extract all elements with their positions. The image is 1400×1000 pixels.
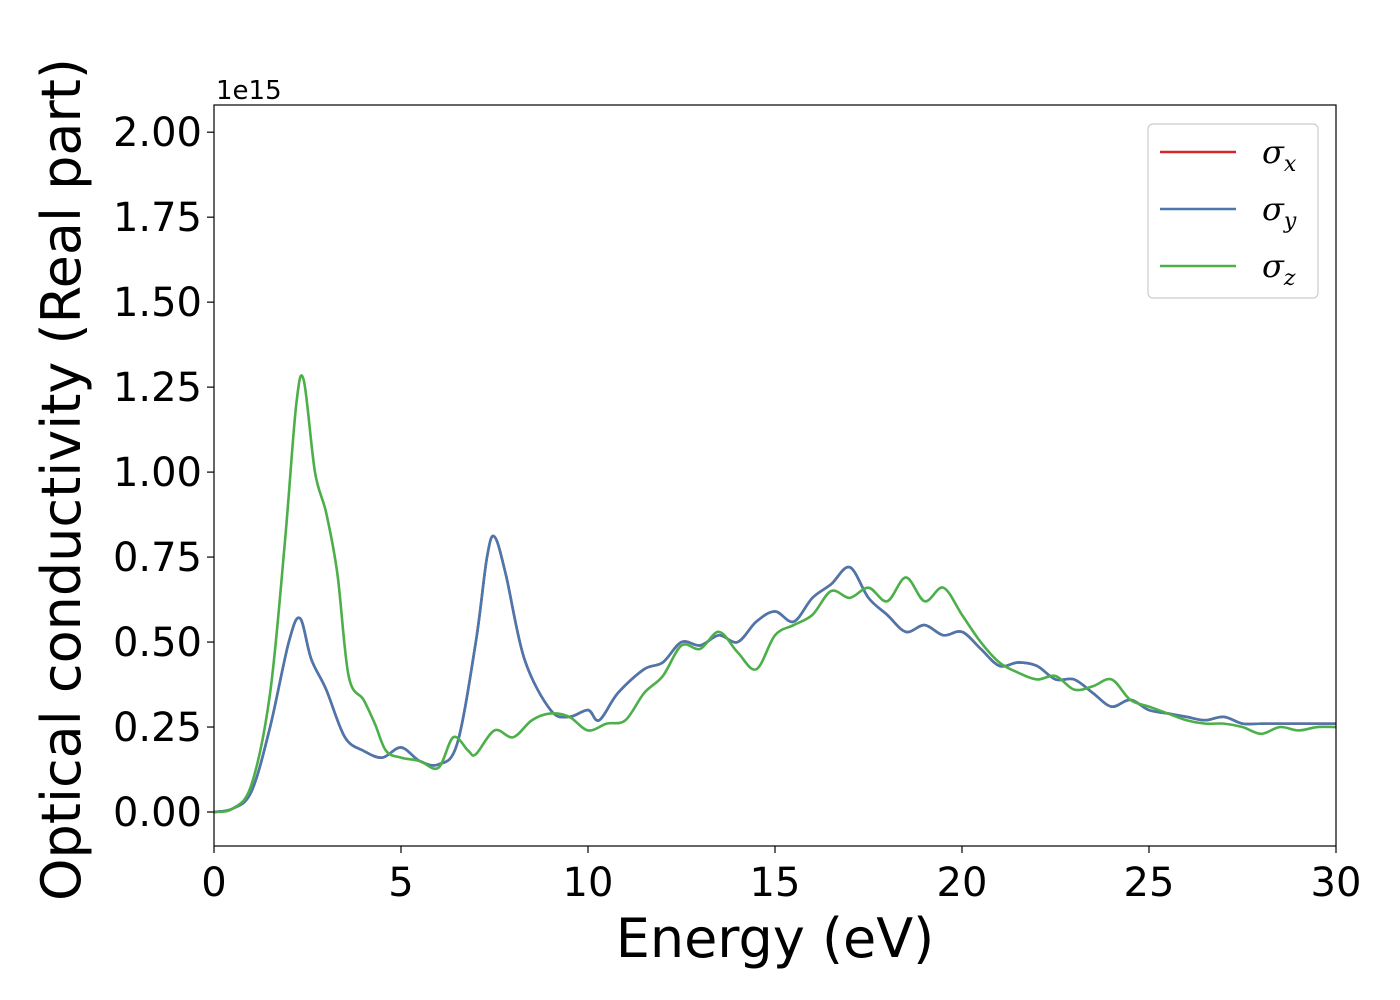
legend: σx σy σz xyxy=(1147,123,1319,299)
y-tick-label: 1.75 xyxy=(113,195,202,241)
series-line-sigma-z xyxy=(214,374,1336,814)
y-offset-label: 1e15 xyxy=(216,76,282,106)
legend-frame xyxy=(1147,123,1319,299)
legend-label-sigma-y: σy xyxy=(1262,190,1297,234)
x-tick-label: 30 xyxy=(1311,860,1362,906)
y-tick-label: 2.00 xyxy=(113,110,202,156)
x-axis-ticks: 0 5 10 15 20 25 30 xyxy=(201,846,1361,906)
y-tick-label: 0.25 xyxy=(113,705,202,751)
y-tick-label: 1.50 xyxy=(113,280,202,326)
legend-label-sigma-z: σz xyxy=(1262,247,1296,291)
y-tick-label: 0.50 xyxy=(113,620,202,666)
y-tick-label: 0.00 xyxy=(113,790,202,836)
y-tick-label: 1.25 xyxy=(113,365,202,411)
x-tick-label: 25 xyxy=(1124,860,1175,906)
x-axis-title: Energy (eV) xyxy=(616,907,935,970)
series-line-sigma-y xyxy=(214,534,1336,814)
y-tick-label: 1.00 xyxy=(113,450,202,496)
y-axis-ticks: 0.00 0.25 0.50 0.75 1.00 1.25 1.50 1.75 2.00 xyxy=(113,110,214,836)
x-tick-label: 20 xyxy=(937,860,988,906)
y-tick-label: 0.75 xyxy=(113,535,202,581)
x-tick-label: 15 xyxy=(750,860,801,906)
x-tick-label: 5 xyxy=(388,860,413,906)
series-layer xyxy=(214,374,1336,814)
x-tick-label: 0 xyxy=(201,860,226,906)
series-line-sigma-x xyxy=(214,534,1336,814)
x-tick-label: 10 xyxy=(563,860,614,906)
legend-label-sigma-x: σx xyxy=(1262,133,1297,177)
y-axis-title: Optical conductivity (Real part) xyxy=(30,58,93,901)
